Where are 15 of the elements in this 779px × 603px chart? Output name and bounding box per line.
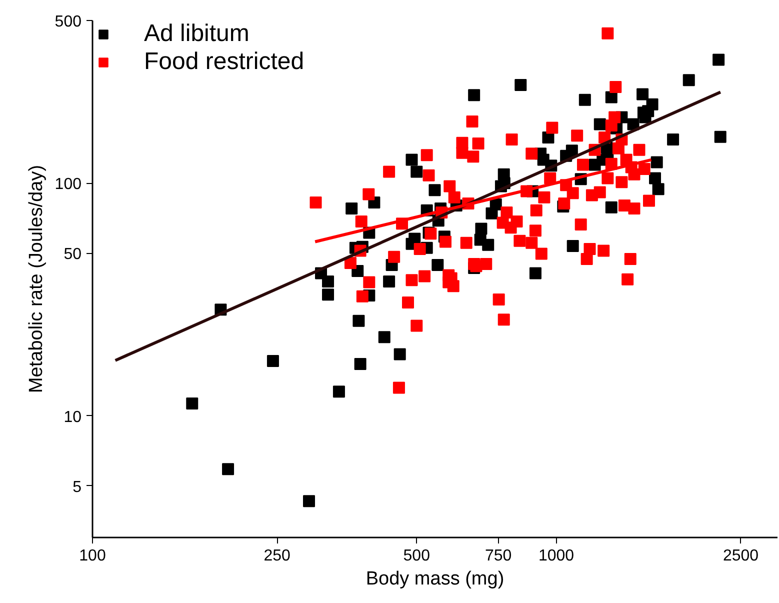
legend-label: Ad libitum <box>144 20 250 48</box>
x-tick-label: 750 <box>484 548 512 564</box>
x-tick-label: 500 <box>403 548 430 564</box>
x-tick-label: 1000 <box>538 548 574 564</box>
y-tick-label: 500 <box>54 14 82 30</box>
y-tick-label: 50 <box>64 246 82 264</box>
x-tick-label: 250 <box>264 548 290 564</box>
y-axis-title: Metabolic rate (Joules/day) <box>26 164 47 394</box>
x-tick-label: 2500 <box>722 548 759 564</box>
legend-label: Food restricted <box>144 48 304 76</box>
x-axis-title: Body mass (mg) <box>366 568 504 590</box>
x-tick-label: 100 <box>79 548 106 564</box>
y-tick-label: 10 <box>64 408 82 426</box>
y-tick-label: 5 <box>72 478 82 496</box>
y-tick-label: 100 <box>54 176 82 194</box>
